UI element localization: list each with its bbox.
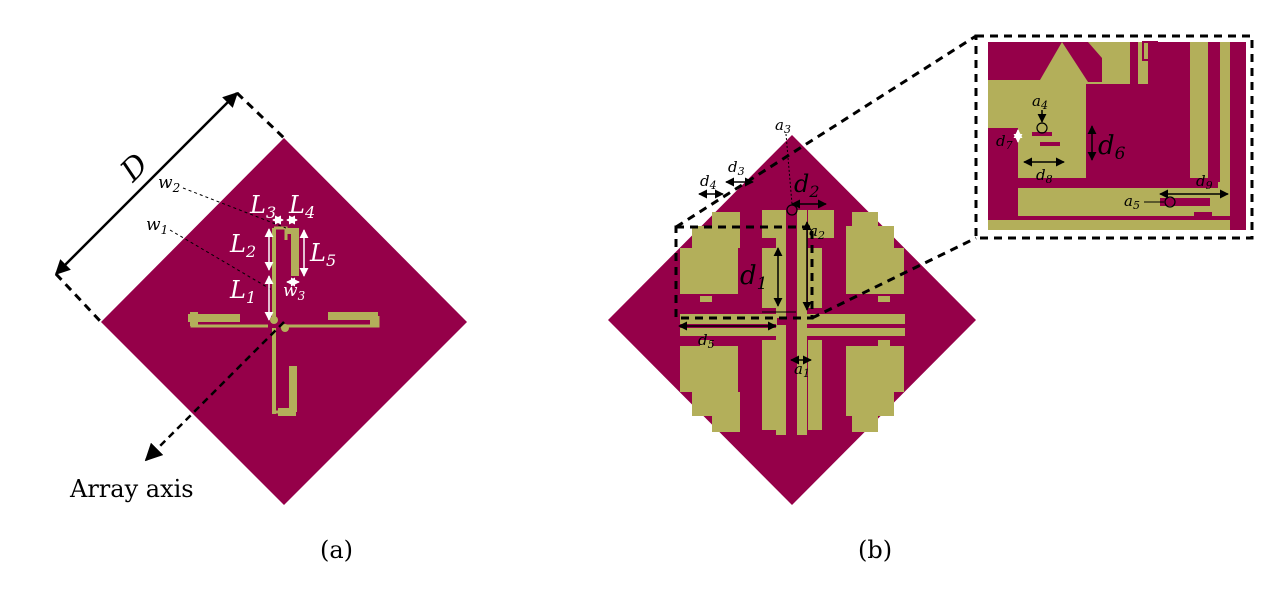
array-axis-label: Array axis (69, 475, 194, 503)
dimension-d-arrow (54, 91, 239, 276)
label-d5: d5 (698, 331, 715, 351)
dimension-d-extension-left (54, 272, 103, 324)
label-l1: L1 (229, 276, 256, 307)
label-d3: d3 (728, 158, 745, 178)
label-w1: w1 (146, 215, 168, 237)
caption-b: (b) (858, 536, 892, 564)
dimension-d-extension-right (235, 91, 286, 140)
label-l4: L4 (288, 191, 315, 222)
label-a5: a5 (1124, 192, 1140, 212)
label-d7: d7 (996, 132, 1013, 152)
label-a2: a2 (809, 222, 825, 242)
dimension-d-label: D (113, 147, 155, 189)
label-d2: d2 (794, 170, 820, 201)
label-a4: a4 (1032, 92, 1048, 112)
zoom-leader-bottom (811, 236, 977, 320)
label-d1: d1 (740, 261, 767, 294)
panel-b: a3 d4 d3 d2 a2 d1 d5 a1 (608, 34, 977, 564)
caption-a: (a) (320, 536, 353, 564)
zoom-leader-top (675, 34, 977, 229)
zoom-inset: a4 d7 d6 d8 d9 a5 (974, 34, 1254, 240)
label-d8: d8 (1036, 166, 1053, 186)
dipole-array-a (188, 226, 380, 416)
array-axis-line (144, 321, 285, 462)
label-d9: d9 (1196, 172, 1213, 192)
label-l2: L2 (229, 230, 256, 261)
label-w2: w2 (158, 173, 180, 195)
label-a1: a1 (794, 360, 810, 380)
zoom-region-box (674, 225, 814, 320)
label-d6: d6 (1098, 131, 1126, 164)
label-d4: d4 (700, 172, 717, 192)
label-a3: a3 (775, 116, 791, 136)
label-l3: L3 (249, 191, 276, 222)
label-l5: L5 (309, 239, 336, 270)
panel-a: D Array axis (54, 91, 467, 564)
substrate-diamond-a (101, 138, 467, 505)
patch-slots (740, 212, 846, 434)
